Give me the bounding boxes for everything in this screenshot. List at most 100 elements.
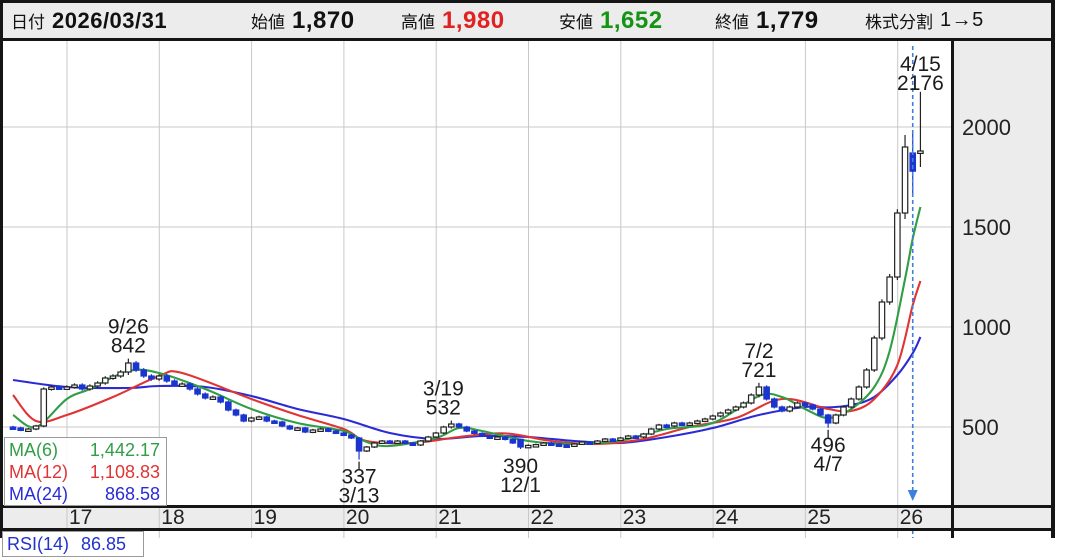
price-annotation: 337 bbox=[342, 466, 377, 489]
close-value: 1,779 bbox=[756, 6, 819, 34]
candle-up bbox=[94, 382, 101, 387]
ma-line-MA12 bbox=[12, 280, 922, 446]
candle-up bbox=[394, 440, 401, 445]
candle-up bbox=[709, 415, 717, 420]
candle-up bbox=[578, 441, 586, 446]
candle-down bbox=[509, 438, 517, 444]
price-annotation: 12/1 bbox=[500, 474, 541, 497]
ma-legend-value: 1,108.83 bbox=[89, 461, 160, 482]
price-annotation: 7/2 bbox=[744, 340, 773, 363]
candle-down bbox=[78, 384, 86, 390]
candle-down bbox=[186, 383, 194, 390]
price-annotation: 842 bbox=[111, 335, 146, 358]
candle-up bbox=[86, 385, 94, 390]
high-label: 高値 bbox=[401, 13, 435, 32]
candle-up bbox=[755, 386, 763, 396]
low-group: 安値 1,652 bbox=[559, 3, 663, 38]
candle-up bbox=[424, 436, 432, 442]
candle-up bbox=[740, 402, 747, 408]
candle-down bbox=[501, 436, 509, 441]
candle-up bbox=[917, 150, 924, 155]
candle-up bbox=[40, 388, 48, 427]
candle-up bbox=[732, 406, 740, 411]
low-label: 安値 bbox=[559, 13, 593, 32]
panel-border bbox=[1051, 0, 1055, 538]
candle-up bbox=[524, 444, 532, 449]
price-annotation: 532 bbox=[426, 397, 461, 420]
candle-down bbox=[240, 414, 248, 422]
candle-up bbox=[417, 440, 424, 446]
x-axis-label: 20 bbox=[346, 506, 369, 529]
candle-up bbox=[747, 394, 755, 404]
candle-up bbox=[378, 440, 386, 445]
candle-up bbox=[786, 406, 793, 412]
candle-up bbox=[624, 435, 632, 440]
high-value: 1,980 bbox=[442, 6, 505, 34]
candle-up bbox=[724, 409, 732, 414]
candle-up bbox=[294, 427, 301, 432]
candle-up bbox=[571, 443, 578, 448]
candle-up bbox=[647, 428, 655, 435]
x-axis-label: 18 bbox=[161, 506, 184, 529]
candle-down bbox=[463, 426, 471, 432]
close-group: 終値 1,779 bbox=[715, 3, 819, 38]
candle-up bbox=[840, 406, 847, 416]
candle-up bbox=[717, 412, 724, 417]
candle-down bbox=[386, 440, 394, 445]
ma-legend-label: MA(6) bbox=[9, 439, 58, 460]
high-group: 高値 1,980 bbox=[401, 3, 505, 38]
candle-down bbox=[455, 423, 463, 428]
x-axis-strip bbox=[3, 506, 953, 529]
candle-up bbox=[594, 440, 601, 445]
candle-down bbox=[663, 424, 670, 429]
y-axis-label: 1500 bbox=[962, 215, 1011, 240]
x-axis-label: 24 bbox=[715, 506, 739, 529]
candle-up bbox=[540, 442, 547, 447]
open-group: 始値 1,870 bbox=[251, 3, 355, 38]
candle-down bbox=[9, 426, 17, 431]
candle-up bbox=[894, 212, 901, 278]
candle-down bbox=[355, 437, 363, 452]
candle-up bbox=[794, 402, 801, 408]
candle-down bbox=[263, 416, 271, 422]
candle-up bbox=[886, 276, 893, 303]
candle-up bbox=[655, 424, 663, 430]
price-annotation: 496 bbox=[811, 434, 846, 457]
candle-up bbox=[255, 416, 263, 421]
marker-arrow-icon bbox=[907, 490, 918, 501]
candle-down bbox=[478, 432, 486, 437]
y-axis-label: 1000 bbox=[962, 315, 1011, 340]
candle-down bbox=[301, 427, 309, 433]
candle-up bbox=[109, 375, 117, 380]
candle-up bbox=[686, 422, 694, 427]
candle-up bbox=[855, 386, 863, 400]
candle-down bbox=[824, 414, 832, 424]
open-value: 1,870 bbox=[292, 6, 355, 34]
stock-split-group: 株式分割 1→5 bbox=[865, 3, 984, 38]
candle-down bbox=[171, 380, 178, 386]
candle-down bbox=[225, 401, 232, 411]
candle-down bbox=[401, 440, 409, 445]
price-annotation: 390 bbox=[503, 455, 538, 478]
candle-down bbox=[163, 375, 171, 382]
candle-down bbox=[232, 409, 240, 416]
candle-down bbox=[771, 398, 778, 408]
candle-down bbox=[148, 375, 155, 380]
candle-down bbox=[632, 435, 640, 440]
candle-up bbox=[248, 417, 255, 422]
panel-border bbox=[0, 0, 3, 538]
candle-down bbox=[278, 421, 286, 427]
candle-down bbox=[286, 425, 294, 430]
rsi-value: 86.85 bbox=[81, 534, 127, 554]
candle-up bbox=[701, 418, 709, 423]
candle-down bbox=[55, 386, 63, 391]
candle-down bbox=[563, 444, 570, 449]
date-value: 2026/03/31 bbox=[52, 7, 168, 33]
rsi-label: RSI(14) bbox=[7, 534, 70, 554]
stock-split-value: 1→5 bbox=[940, 9, 984, 31]
candle-up bbox=[870, 337, 878, 371]
ma-legend-row: MA(6) 1,442.17 bbox=[9, 439, 160, 461]
candle-down bbox=[547, 442, 555, 447]
y-axis-label: 2000 bbox=[962, 115, 1011, 140]
